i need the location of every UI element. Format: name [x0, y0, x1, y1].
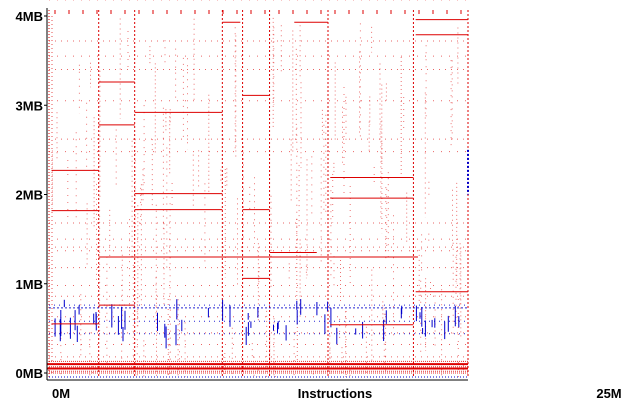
y-tick-label: 0MB — [16, 366, 43, 381]
x-tick-label: 25M — [596, 386, 621, 401]
x-tick-label: 0M — [52, 386, 70, 401]
x-axis-label: Instructions — [298, 386, 372, 401]
y-tick-label: 2MB — [16, 188, 43, 203]
y-tick-label: 4MB — [16, 9, 43, 24]
access-dots — [48, 0, 469, 378]
access-segments — [47, 19, 468, 370]
tick-labels: 0MB 1MB 2MB 3MB 4MB 0M 25M — [16, 9, 622, 401]
y-tick-label: 1MB — [16, 277, 43, 292]
axes — [46, 8, 468, 381]
y-tick-label: 3MB — [16, 98, 43, 113]
